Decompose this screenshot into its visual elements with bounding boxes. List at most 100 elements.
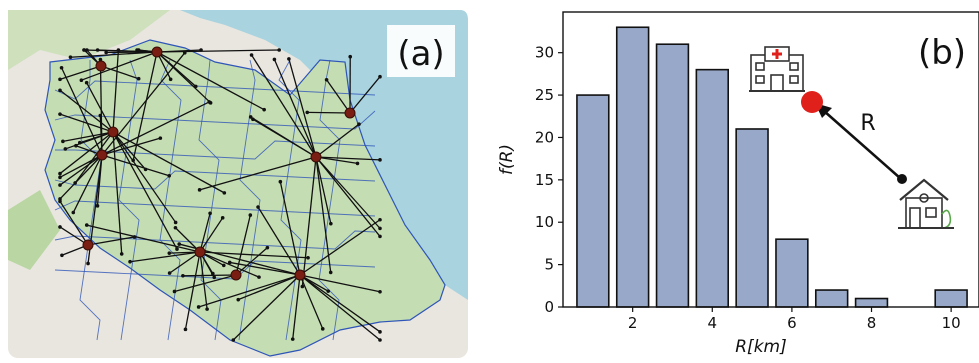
patient-point	[326, 289, 330, 293]
patient-point	[69, 55, 73, 59]
patient-point	[80, 78, 84, 82]
patient-point	[168, 271, 172, 275]
x-tick-label: 4	[708, 314, 718, 332]
patient-point	[207, 100, 211, 104]
patient-point	[174, 226, 178, 230]
panel-a-label: (a)	[397, 34, 444, 74]
y-tick-label: 0	[544, 298, 554, 316]
patient-point	[174, 221, 178, 225]
patient-point	[58, 176, 62, 180]
patient-point	[181, 274, 185, 278]
hospital-point	[108, 127, 118, 137]
distance-label: R	[860, 111, 875, 136]
patient-point	[378, 158, 382, 162]
patient-point	[61, 140, 65, 144]
patient-point	[133, 235, 137, 239]
patient-point	[236, 298, 240, 302]
patient-point	[173, 290, 177, 294]
patient-point	[287, 57, 291, 61]
patient-point	[60, 253, 64, 257]
home-marker	[897, 174, 907, 184]
patient-point	[378, 330, 382, 334]
patient-point	[60, 66, 64, 70]
patient-point	[128, 260, 132, 264]
patient-point	[78, 141, 82, 145]
y-tick-label: 20	[535, 128, 554, 146]
hospital-point	[345, 108, 355, 118]
hospital-point	[97, 150, 107, 160]
hospital-marker	[801, 91, 823, 113]
hospital-point	[311, 152, 321, 162]
bar	[617, 27, 649, 307]
patient-point	[357, 122, 361, 126]
map-panel: (a)	[0, 0, 470, 359]
patient-point	[249, 115, 253, 119]
hospital-point	[295, 270, 305, 280]
patient-point	[329, 271, 333, 275]
y-axis-label: f(R)	[497, 144, 517, 175]
patient-point	[378, 290, 382, 294]
patient-point	[301, 285, 305, 289]
y-tick-label: 15	[535, 171, 554, 189]
patient-point	[378, 227, 382, 231]
patient-point	[117, 48, 121, 52]
patient-point	[169, 77, 173, 81]
bar	[776, 239, 808, 307]
patient-point	[321, 327, 325, 331]
patient-point	[378, 235, 382, 239]
patient-point	[256, 205, 260, 209]
patient-point	[58, 88, 62, 92]
house-icon	[898, 180, 954, 228]
y-tick-label: 25	[535, 86, 554, 104]
link-line	[183, 275, 236, 276]
patient-point	[262, 108, 266, 112]
patient-point	[58, 200, 62, 204]
patient-point	[58, 225, 62, 229]
patient-point	[74, 144, 78, 148]
patient-point	[249, 213, 253, 217]
patient-point	[58, 78, 62, 82]
x-tick-label: 8	[867, 314, 877, 332]
patient-point	[228, 261, 232, 265]
patient-point	[208, 211, 212, 215]
hospital-icon	[749, 47, 805, 91]
patient-point	[120, 252, 124, 256]
x-axis-label: R[km]	[735, 337, 786, 357]
bar	[856, 299, 888, 307]
y-tick-label: 5	[544, 256, 554, 274]
patient-point	[378, 338, 382, 342]
x-tick-label: 6	[787, 314, 797, 332]
patient-point	[197, 305, 201, 309]
patient-point	[71, 211, 75, 215]
patient-point	[86, 262, 90, 266]
bar	[657, 44, 689, 307]
bar	[935, 290, 967, 307]
patient-point	[167, 174, 171, 178]
bar	[736, 129, 768, 307]
patient-point	[159, 136, 163, 140]
patient-point	[378, 218, 382, 222]
bar	[816, 290, 848, 307]
patient-point	[266, 246, 270, 250]
patient-point	[64, 147, 68, 151]
patient-point	[231, 338, 235, 342]
patient-point	[348, 55, 352, 59]
hospital-point	[83, 240, 93, 250]
patient-point	[198, 188, 202, 192]
patient-point	[58, 172, 62, 176]
patient-point	[177, 242, 181, 246]
patient-point	[273, 58, 277, 62]
patient-point	[205, 307, 209, 311]
patient-point	[221, 216, 225, 220]
patient-point	[222, 264, 226, 268]
patient-point	[212, 276, 216, 280]
patient-point	[306, 256, 310, 260]
map-svg: (a)	[0, 0, 470, 359]
patient-point	[85, 48, 89, 52]
panel-b-label: (b)	[918, 33, 966, 73]
hospital-point	[152, 47, 162, 57]
patient-point	[199, 48, 203, 52]
patient-point	[85, 223, 89, 227]
